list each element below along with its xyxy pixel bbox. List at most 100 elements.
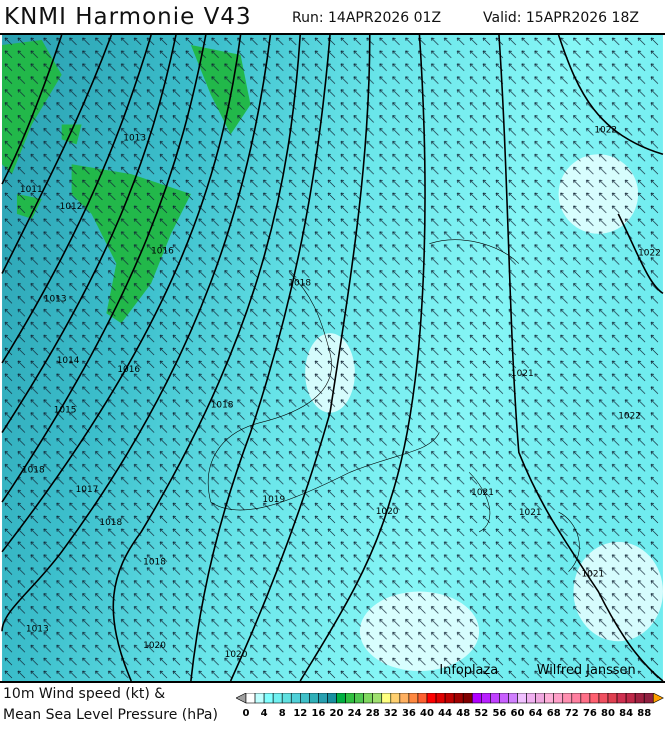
svg-text:1018: 1018 bbox=[288, 278, 311, 288]
svg-text:1013: 1013 bbox=[44, 294, 67, 304]
colorbar-swatch bbox=[508, 693, 518, 704]
svg-text:1019: 1019 bbox=[262, 495, 285, 505]
colorbar-swatch bbox=[607, 693, 618, 704]
svg-text:1015: 1015 bbox=[54, 406, 77, 416]
colorbar-swatch bbox=[462, 693, 473, 704]
colorbar-tick-label: 40 bbox=[420, 708, 434, 719]
colorbar-tick-label: 72 bbox=[565, 708, 579, 719]
colorbar-tick-label: 4 bbox=[261, 708, 268, 719]
colorbar-swatch bbox=[309, 693, 319, 704]
colorbar-tick-label: 44 bbox=[438, 708, 452, 719]
colorbar-swatch bbox=[372, 693, 383, 704]
svg-text:1022: 1022 bbox=[618, 412, 641, 422]
run-time: Run: 14APR2026 01Z bbox=[292, 10, 442, 26]
colorbar-swatch bbox=[435, 693, 446, 704]
svg-text:1014: 1014 bbox=[57, 356, 80, 366]
svg-text:1022: 1022 bbox=[594, 125, 617, 135]
valid-time: Valid: 15APR2026 18Z bbox=[483, 10, 639, 26]
colorbar-tick-label: 16 bbox=[311, 708, 325, 719]
colorbar-tick-label: 32 bbox=[384, 708, 398, 719]
colorbar-swatch bbox=[363, 693, 374, 704]
header: KNMI Harmonie V43 Run: 14APR2026 01Z Val… bbox=[0, 0, 665, 33]
colorbar-swatch bbox=[417, 693, 428, 704]
isobar-labels: 1011 1012 1013 1013 1014 1015 1016 1016 1017… bbox=[20, 125, 661, 660]
colorbar-under-arrow bbox=[236, 693, 247, 704]
colorbar-swatch bbox=[634, 693, 645, 704]
coastlines bbox=[207, 239, 580, 572]
credit-author: Wilfred Janssen bbox=[537, 663, 636, 678]
svg-text:1012: 1012 bbox=[60, 202, 83, 212]
svg-text:1018: 1018 bbox=[99, 518, 122, 528]
colorbar-tick-label: 56 bbox=[492, 708, 506, 719]
legend-title-line1: 10m Wind speed (kt) & bbox=[3, 686, 166, 702]
colorbar-tick-label: 0 bbox=[243, 708, 250, 719]
colorbar-swatch bbox=[571, 693, 582, 704]
colorbar-tick-label: 48 bbox=[456, 708, 470, 719]
wind-arrows bbox=[2, 35, 663, 681]
colorbar-swatch bbox=[245, 693, 256, 704]
colorbar-swatch bbox=[254, 693, 265, 704]
colorbar-swatch bbox=[354, 693, 364, 704]
colorbar-swatch bbox=[544, 693, 554, 704]
colorbar-swatch bbox=[643, 693, 654, 704]
colorbar-swatch bbox=[553, 693, 564, 704]
svg-text:1018: 1018 bbox=[22, 465, 45, 475]
colorbar-swatch bbox=[263, 693, 274, 704]
colorbar-swatch bbox=[453, 693, 464, 704]
svg-text:1020: 1020 bbox=[376, 507, 399, 517]
colorbar-tick-label: 20 bbox=[330, 708, 344, 719]
svg-text:1017: 1017 bbox=[76, 485, 99, 495]
colorbar-tick-label: 28 bbox=[366, 708, 380, 719]
colorbar-swatch bbox=[616, 693, 627, 704]
svg-text:1021: 1021 bbox=[519, 508, 542, 518]
colorbar-tick-label: 12 bbox=[293, 708, 307, 719]
colorbar-swatch bbox=[272, 693, 283, 704]
colorbar-tick-label: 64 bbox=[529, 708, 543, 719]
colorbar-swatch bbox=[481, 693, 491, 704]
isobars bbox=[1, 35, 664, 681]
svg-text:1013: 1013 bbox=[123, 133, 146, 143]
colorbar-swatch bbox=[408, 693, 419, 704]
colorbar-tick-label: 68 bbox=[547, 708, 561, 719]
colorbar-swatch bbox=[399, 693, 410, 704]
svg-text:1016: 1016 bbox=[117, 365, 140, 375]
svg-text:1020: 1020 bbox=[225, 650, 248, 660]
colorbar-swatch bbox=[390, 693, 401, 704]
colorbar-swatch bbox=[471, 693, 482, 704]
colorbar-tick-label: 52 bbox=[474, 708, 488, 719]
colorbar-swatch bbox=[625, 693, 636, 704]
colorbar-swatch bbox=[300, 693, 310, 704]
svg-text:1022: 1022 bbox=[638, 249, 661, 259]
svg-text:1018: 1018 bbox=[143, 558, 166, 568]
colorbar-over-arrow bbox=[652, 693, 664, 704]
svg-text:1021: 1021 bbox=[511, 369, 534, 379]
model-title: KNMI Harmonie V43 bbox=[4, 4, 252, 30]
colorbar-swatch bbox=[589, 693, 600, 704]
colorbar-swatch bbox=[444, 693, 455, 704]
colorbar-swatch bbox=[327, 693, 337, 704]
colorbar-swatch bbox=[526, 693, 536, 704]
svg-text:1020: 1020 bbox=[143, 641, 166, 651]
colorbar-swatch bbox=[580, 693, 591, 704]
svg-text:1018: 1018 bbox=[211, 401, 234, 411]
colorbar-swatch bbox=[535, 693, 545, 704]
colorbar-swatch bbox=[562, 693, 573, 704]
colorbar-tick-label: 36 bbox=[402, 708, 416, 719]
colorbar-tick-label: 76 bbox=[583, 708, 597, 719]
colorbar-swatch bbox=[336, 693, 346, 704]
colorbar-tick-label: 88 bbox=[637, 708, 651, 719]
colorbar-tick-label: 8 bbox=[279, 708, 286, 719]
colorbar-swatch bbox=[598, 693, 609, 704]
colorbar-swatch bbox=[281, 693, 292, 704]
credit-infoplaza: Infoplaza bbox=[439, 663, 498, 678]
svg-text:1021: 1021 bbox=[581, 570, 604, 580]
colorbar-tick-label: 60 bbox=[511, 708, 525, 719]
colorbar-swatch bbox=[490, 693, 500, 704]
weather-map: 1011 1012 1013 1013 1014 1015 1016 1016 1017… bbox=[0, 33, 665, 683]
svg-text:1013: 1013 bbox=[26, 624, 49, 634]
svg-text:1021: 1021 bbox=[471, 488, 494, 498]
colorbar-tick-label: 80 bbox=[601, 708, 615, 719]
legend-title-line2: Mean Sea Level Pressure (hPa) bbox=[3, 707, 218, 723]
colorbar-swatch bbox=[499, 693, 509, 704]
colorbar-swatch bbox=[517, 693, 527, 704]
